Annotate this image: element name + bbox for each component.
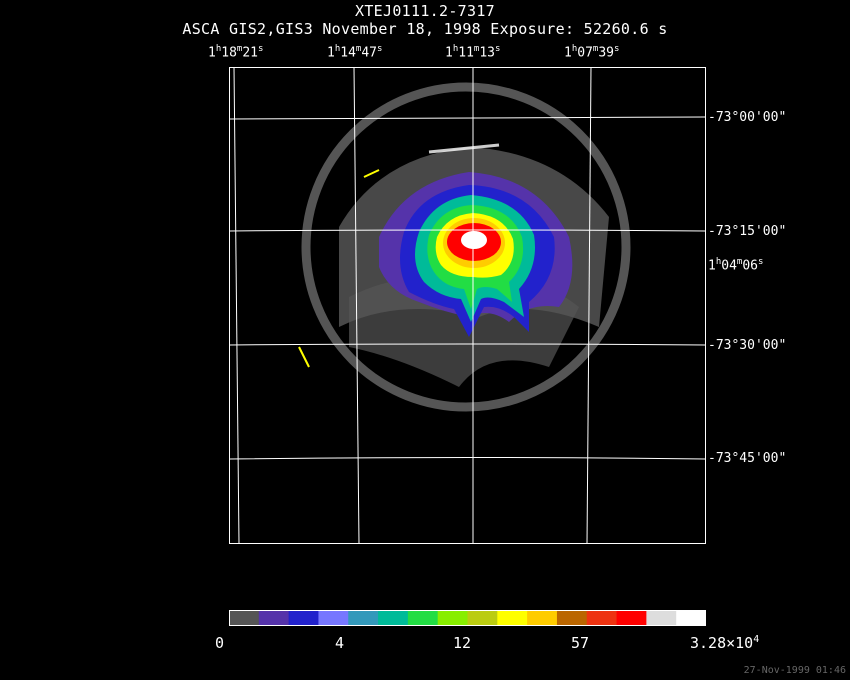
- colorbar-segment: [616, 610, 647, 626]
- colorbar-label: 57: [571, 634, 590, 652]
- xray-intensity-map: [298, 82, 631, 412]
- grid-line-dec: [229, 229, 706, 232]
- colorbar-segment: [258, 610, 290, 626]
- grid-line-ra: [586, 67, 592, 544]
- detector-ring: [301, 82, 631, 412]
- xray-image-panel: [229, 67, 706, 544]
- dec-label: -73°00'00": [708, 110, 787, 125]
- colorbar: [229, 610, 706, 626]
- colorbar-segment: [407, 610, 439, 626]
- grid-line-dec: [229, 116, 706, 120]
- frame-border: [229, 67, 706, 544]
- colorbar-segment: [288, 610, 319, 626]
- object-title: XTEJ0111.2-7317: [355, 2, 495, 20]
- colorbar-border: [229, 610, 706, 626]
- rim-fleck: [428, 143, 500, 154]
- grid-line-dec: [229, 343, 706, 346]
- colorbar-label: 4: [335, 634, 345, 652]
- grid-line-ra: [233, 67, 240, 544]
- ra-side-label: 1h04m06s: [708, 257, 764, 274]
- ra-label: 1h18m21s: [208, 44, 264, 61]
- peak-region: [461, 231, 487, 249]
- ra-label: 1h11m13s: [445, 44, 501, 61]
- colorbar-segment: [318, 610, 349, 626]
- dec-label: -73°30'00": [708, 338, 787, 353]
- dec-label: -73°45'00": [708, 451, 787, 466]
- colorbar-segment: [556, 610, 588, 626]
- ra-label: 1h14m47s: [327, 44, 383, 61]
- colorbar-segment: [646, 610, 677, 626]
- observation-subtitle: ASCA GIS2,GIS3 November 18, 1998 Exposur…: [182, 20, 668, 38]
- colorbar-segment: [378, 610, 409, 626]
- rim-fleck: [298, 346, 310, 368]
- colorbar-segment: [676, 610, 706, 626]
- timestamp: 27-Nov-1999 01:46: [743, 665, 846, 676]
- colorbar-segment: [467, 610, 498, 626]
- grid-line-ra: [353, 67, 360, 544]
- colorbar-segment: [586, 610, 618, 626]
- colorbar-max-label: 3.28×104: [690, 634, 760, 652]
- ra-label: 1h07m39s: [564, 44, 620, 61]
- colorbar-label: 0: [215, 634, 225, 652]
- colorbar-label: 12: [453, 634, 472, 652]
- colorbar-segment: [348, 610, 379, 626]
- rim-fleck: [363, 169, 380, 178]
- colorbar-segment: [229, 610, 260, 626]
- colorbar-segment: [437, 610, 468, 626]
- coordinate-grid: [229, 67, 706, 544]
- dec-label: -73°15'00": [708, 224, 787, 239]
- colorbar-segment: [527, 610, 558, 626]
- colorbar-segment: [497, 610, 528, 626]
- grid-line-dec: [229, 457, 706, 460]
